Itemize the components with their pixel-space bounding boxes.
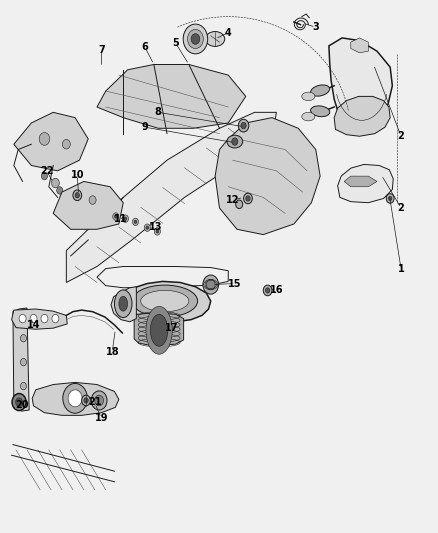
- Text: 15: 15: [228, 279, 241, 288]
- Ellipse shape: [114, 290, 132, 318]
- Ellipse shape: [119, 296, 127, 311]
- Ellipse shape: [146, 306, 172, 354]
- Circle shape: [134, 220, 137, 223]
- Circle shape: [231, 138, 237, 146]
- Polygon shape: [13, 308, 29, 411]
- Text: 4: 4: [224, 28, 231, 38]
- Polygon shape: [333, 96, 389, 136]
- Polygon shape: [350, 38, 367, 53]
- Circle shape: [52, 314, 59, 323]
- Text: 17: 17: [164, 322, 178, 333]
- Circle shape: [183, 24, 207, 54]
- Text: 19: 19: [94, 413, 108, 423]
- Circle shape: [63, 383, 87, 413]
- Polygon shape: [123, 281, 210, 322]
- Polygon shape: [337, 165, 392, 203]
- Text: 3: 3: [312, 22, 318, 33]
- Circle shape: [75, 192, 79, 198]
- Circle shape: [73, 190, 81, 200]
- Polygon shape: [343, 176, 376, 187]
- Circle shape: [385, 193, 393, 203]
- Polygon shape: [66, 112, 276, 282]
- Circle shape: [19, 314, 26, 323]
- Circle shape: [202, 275, 218, 294]
- Circle shape: [144, 224, 150, 231]
- Circle shape: [114, 215, 117, 218]
- Circle shape: [132, 218, 138, 225]
- Text: 2: 2: [397, 131, 403, 141]
- Circle shape: [57, 187, 63, 194]
- Circle shape: [238, 119, 248, 132]
- Text: 13: 13: [149, 222, 162, 232]
- Circle shape: [20, 382, 26, 390]
- Circle shape: [240, 123, 246, 129]
- Text: 11: 11: [114, 214, 127, 224]
- Ellipse shape: [310, 106, 329, 117]
- Circle shape: [89, 196, 96, 204]
- Text: 1: 1: [397, 264, 403, 274]
- Circle shape: [154, 228, 160, 235]
- Ellipse shape: [301, 92, 314, 101]
- Text: 6: 6: [141, 43, 148, 52]
- Circle shape: [155, 230, 158, 233]
- Polygon shape: [328, 38, 392, 127]
- Text: 20: 20: [15, 400, 28, 410]
- Circle shape: [206, 279, 215, 290]
- Circle shape: [146, 226, 148, 229]
- Circle shape: [243, 193, 252, 204]
- Ellipse shape: [141, 290, 188, 312]
- Text: 16: 16: [269, 285, 283, 295]
- Text: 2: 2: [397, 203, 403, 213]
- Circle shape: [81, 395, 90, 406]
- Circle shape: [20, 359, 26, 366]
- Text: 7: 7: [98, 45, 105, 54]
- Polygon shape: [53, 181, 123, 229]
- Text: 12: 12: [226, 195, 239, 205]
- Circle shape: [41, 314, 48, 323]
- Polygon shape: [111, 287, 136, 322]
- Circle shape: [12, 393, 26, 410]
- Circle shape: [235, 200, 242, 208]
- Text: 5: 5: [172, 38, 179, 48]
- Circle shape: [191, 34, 199, 44]
- Circle shape: [95, 395, 103, 406]
- Text: 18: 18: [105, 346, 119, 357]
- Polygon shape: [12, 309, 67, 329]
- Ellipse shape: [301, 112, 314, 121]
- Circle shape: [41, 172, 47, 180]
- Text: 9: 9: [141, 122, 148, 132]
- Circle shape: [62, 140, 70, 149]
- Ellipse shape: [205, 31, 224, 46]
- Circle shape: [245, 196, 250, 201]
- Text: 14: 14: [27, 320, 40, 330]
- Polygon shape: [14, 112, 88, 171]
- Polygon shape: [215, 118, 319, 235]
- Text: 10: 10: [71, 170, 84, 180]
- Text: 8: 8: [155, 107, 161, 117]
- Ellipse shape: [150, 314, 167, 346]
- Circle shape: [30, 314, 37, 323]
- Circle shape: [91, 391, 107, 410]
- Circle shape: [51, 178, 59, 188]
- Circle shape: [15, 398, 22, 406]
- Text: 22: 22: [40, 166, 53, 176]
- Circle shape: [84, 398, 88, 403]
- Ellipse shape: [132, 285, 197, 317]
- Polygon shape: [32, 382, 119, 415]
- Circle shape: [113, 213, 119, 220]
- Circle shape: [124, 217, 127, 220]
- Text: 21: 21: [88, 397, 101, 407]
- Ellipse shape: [310, 85, 329, 96]
- Polygon shape: [97, 64, 245, 128]
- Circle shape: [20, 335, 26, 342]
- Circle shape: [263, 285, 272, 296]
- Circle shape: [39, 133, 49, 146]
- Ellipse shape: [226, 135, 242, 148]
- Circle shape: [265, 288, 269, 293]
- Circle shape: [68, 390, 82, 407]
- Circle shape: [388, 196, 391, 200]
- Circle shape: [122, 215, 128, 222]
- Polygon shape: [134, 313, 183, 345]
- Circle shape: [187, 29, 203, 49]
